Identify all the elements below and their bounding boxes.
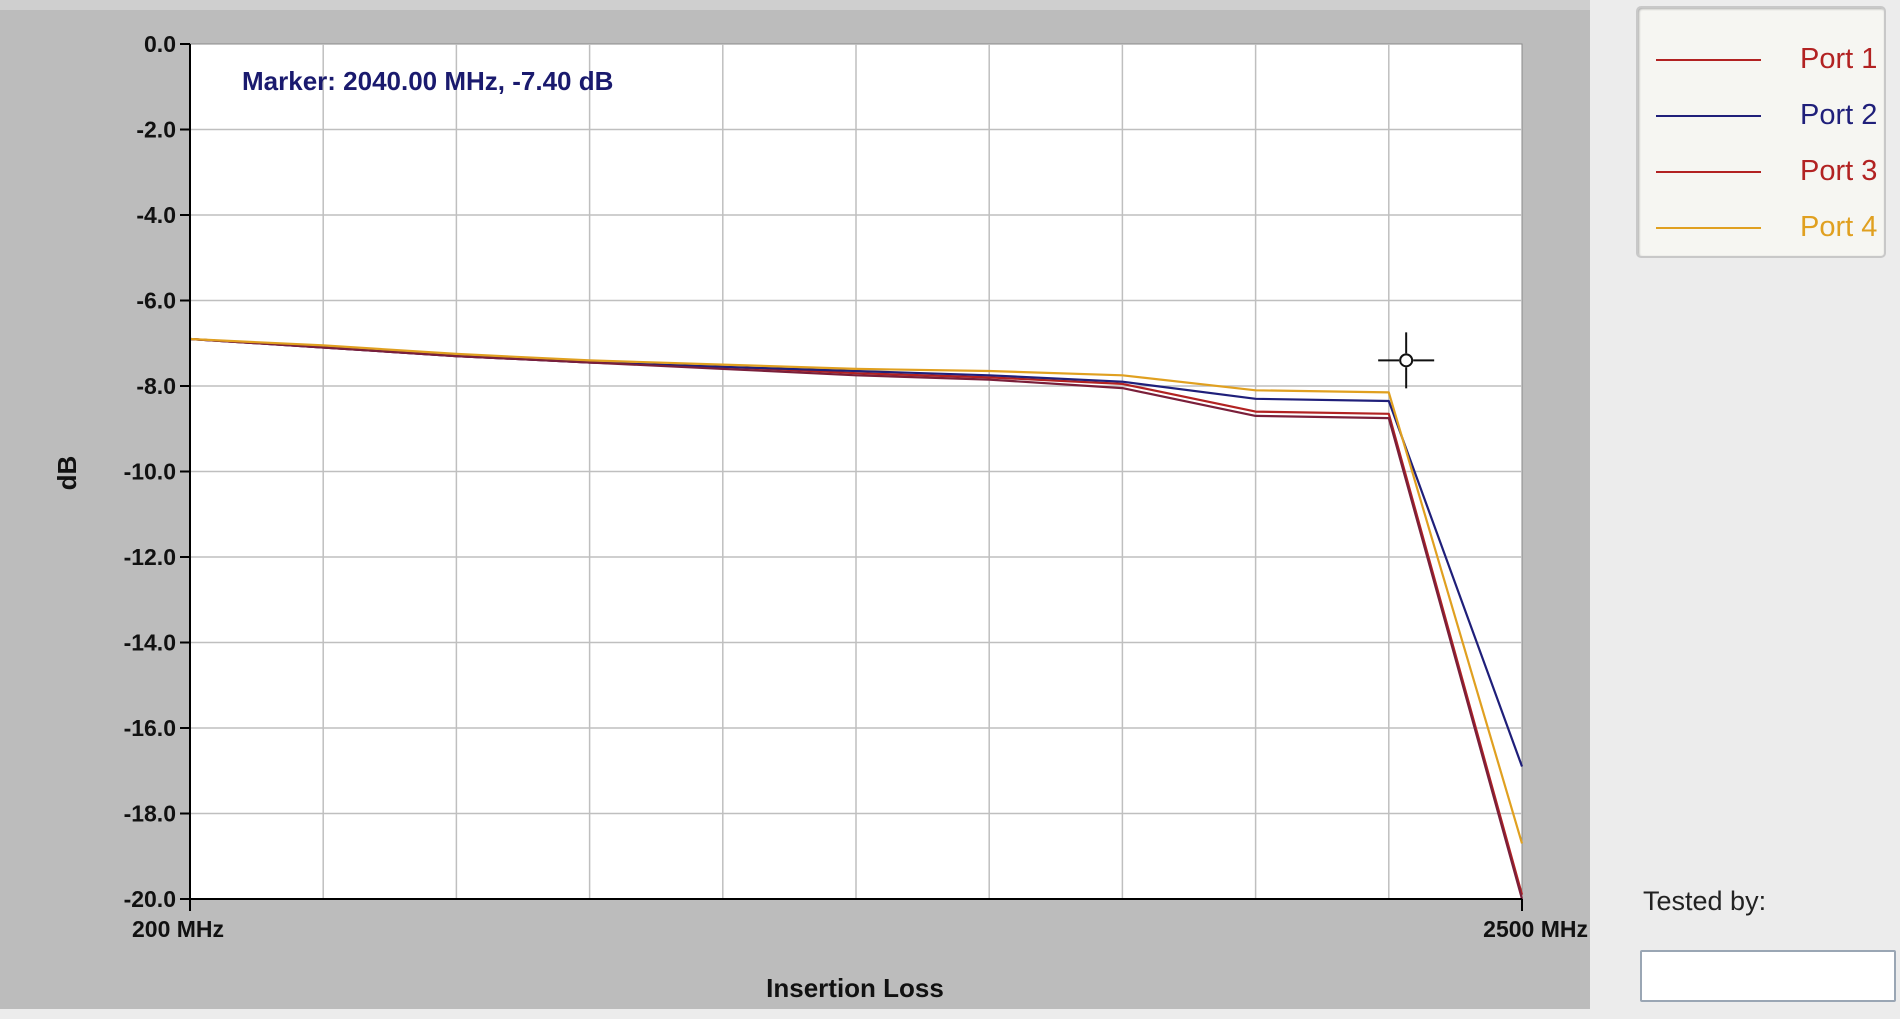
tested-by-input[interactable]: [1640, 950, 1896, 1002]
y-axis-title: dB: [52, 456, 82, 491]
legend-item-port-2[interactable]: Port 2: [1656, 96, 1881, 136]
tested-by-label: Tested by:: [1643, 886, 1767, 916]
y-tick-label: -20.0: [124, 886, 176, 912]
x-tick-label-min: 200 MHz: [132, 916, 224, 942]
legend-label: Port 4: [1800, 211, 1878, 243]
y-tick-label: -8.0: [136, 373, 176, 399]
marker-readout: Marker: 2040.00 MHz, -7.40 dB: [242, 66, 613, 96]
legend-label: Port 1: [1800, 43, 1878, 75]
y-tick-label: -10.0: [124, 459, 176, 485]
y-tick-label: -14.0: [124, 630, 176, 656]
series-line-port-3: [189, 337, 1524, 900]
x-axis-title: Insertion Loss: [766, 973, 944, 1003]
grid-lines: [190, 44, 1522, 899]
legend-label: Port 3: [1800, 155, 1878, 187]
legend-item-port-1[interactable]: Port 1: [1656, 40, 1881, 80]
legend-item-port-3[interactable]: Port 3: [1656, 152, 1881, 192]
axes: 0.0 -2.0 -4.0 -6.0 -8.0 -10.0 -12.0 -14.0 -16.0 -…: [124, 31, 1588, 942]
legend-swatch: [1656, 227, 1761, 229]
legend-swatch: [1656, 59, 1761, 61]
y-tick-label: -4.0: [136, 202, 176, 228]
y-tick-label: -6.0: [136, 288, 176, 314]
y-tick-label: -12.0: [124, 544, 176, 570]
legend-swatch: [1656, 171, 1761, 173]
cursor-center: [1399, 353, 1414, 368]
series-line-port-4: [189, 337, 1524, 844]
series-lines: [189, 337, 1524, 900]
legend-label: Port 2: [1800, 99, 1878, 131]
insertion-loss-chart[interactable]: 0.0 -2.0 -4.0 -6.0 -8.0 -10.0 -12.0 -14.0 -16.0 -…: [0, 10, 1590, 1019]
plot-legend[interactable]: Port 1 Port 2 Port 3 Port 4: [1636, 6, 1886, 258]
legend-item-port-4[interactable]: Port 4: [1656, 208, 1881, 248]
graph-panel: 0.0 -2.0 -4.0 -6.0 -8.0 -10.0 -12.0 -14.0 -16.0 -…: [0, 0, 1590, 1009]
y-tick-label: -16.0: [124, 715, 176, 741]
marker-cursor-icon[interactable]: [1378, 332, 1435, 389]
y-tick-label: -18.0: [124, 801, 176, 827]
y-tick-label: -2.0: [136, 117, 176, 143]
y-tick-label: 0.0: [144, 31, 176, 57]
x-tick-label-max: 2500 MHz: [1483, 916, 1588, 942]
legend-swatch: [1656, 115, 1761, 117]
